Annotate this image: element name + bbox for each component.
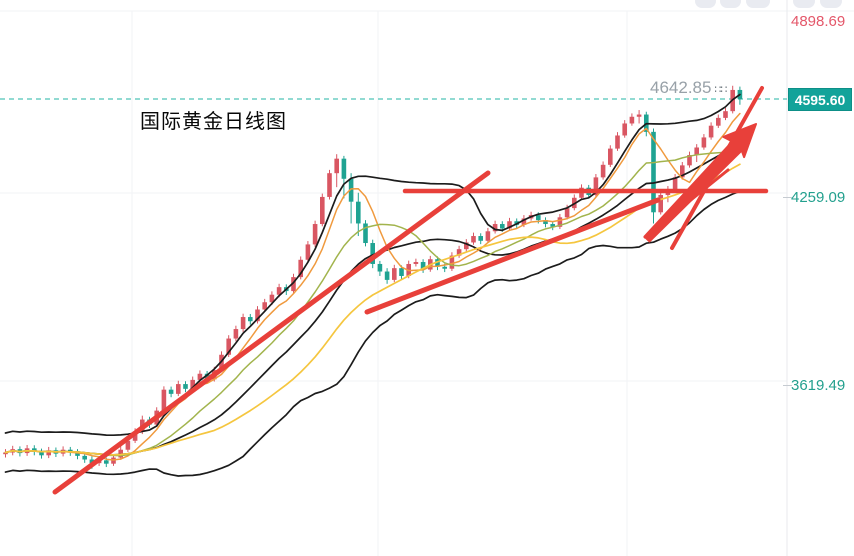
- toolbar-button[interactable]: [746, 0, 770, 8]
- dots-icon: ∷∷: [714, 84, 727, 96]
- toolbar-button[interactable]: [720, 0, 741, 8]
- toolbar-button[interactable]: [820, 0, 842, 8]
- chart-title: 国际黄金日线图: [140, 111, 287, 133]
- axis-tick-label: 4259.09: [791, 189, 846, 206]
- overlay-lines-layer: [4, 93, 741, 477]
- toolbar-button[interactable]: [695, 0, 716, 8]
- last-price-badge: 4595.60: [788, 88, 852, 111]
- recent-high-label: 4642.85 ∷∷: [650, 78, 727, 98]
- candles-layer: [3, 85, 743, 469]
- axis-tick: [783, 197, 792, 198]
- toolbar-button[interactable]: [793, 0, 815, 8]
- last-price-value: 4595.60: [794, 91, 846, 108]
- axis-tick: [783, 385, 792, 386]
- recent-high-value: 4642.85: [650, 78, 712, 97]
- axis-tick-label: 4898.69: [791, 13, 846, 30]
- axis-tick-label: 3619.49: [791, 377, 846, 394]
- annotations-layer: [52, 86, 769, 495]
